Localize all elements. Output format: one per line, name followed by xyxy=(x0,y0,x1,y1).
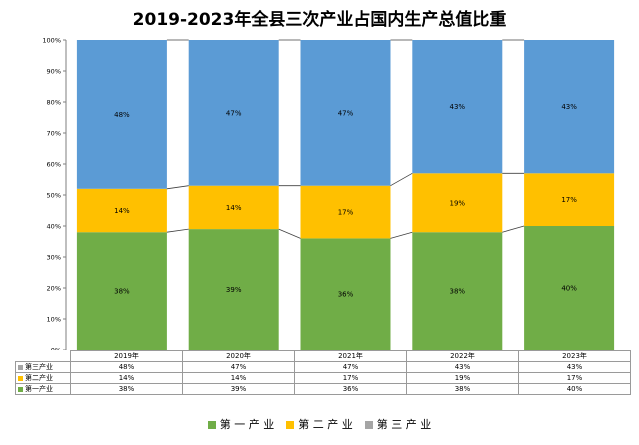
table-cell: 47% xyxy=(294,361,407,373)
table-cell: 17% xyxy=(294,372,407,384)
table-row: 第三产业 48% 47% 47% 43% 43% xyxy=(15,361,631,373)
data-table: 2019年 2020年 2021年 2022年 2023年 第三产业 48% 47% 47% 43… xyxy=(15,350,631,395)
table-cell: 40% xyxy=(518,383,631,395)
table-row: 第一产业 38% 39% 36% 38% 40% xyxy=(15,383,631,395)
bar-segment-1 xyxy=(412,232,503,350)
bar-segment-2 xyxy=(76,188,167,233)
data-label: 47% xyxy=(226,109,242,117)
table-cell: 17% xyxy=(518,372,631,384)
bar-segment-2 xyxy=(524,173,615,226)
legend-label: 第 二 产 业 xyxy=(298,418,353,431)
data-label: 36% xyxy=(338,291,354,299)
table-row-name: 第一产业 xyxy=(25,385,53,393)
data-label: 38% xyxy=(450,288,466,296)
chart-title: 2019-2023年全县三次产业占国内生产总值比重 xyxy=(132,10,507,30)
legend-key xyxy=(364,421,373,429)
data-label: 14% xyxy=(114,207,130,215)
table-category: 2021年 xyxy=(294,350,407,362)
table-header-row: 2019年 2020年 2021年 2022年 2023年 xyxy=(15,350,631,362)
data-label: 47% xyxy=(338,109,354,117)
table-category: 2023年 xyxy=(518,350,631,362)
y-tick-label: 80% xyxy=(47,99,61,107)
table-legend-key xyxy=(18,364,23,370)
table-cell: 43% xyxy=(406,361,519,373)
table-legend-key xyxy=(18,375,23,381)
y-tick-label: 90% xyxy=(47,68,61,76)
table-category: 2020年 xyxy=(182,350,295,362)
legend-key xyxy=(207,421,216,429)
bar-segment-3 xyxy=(524,40,615,174)
data-label: 17% xyxy=(561,196,577,204)
y-tick-label: 20% xyxy=(47,285,61,293)
data-label: 43% xyxy=(561,103,577,111)
table-cell: 14% xyxy=(70,372,183,384)
y-tick-label: 30% xyxy=(47,254,61,262)
data-label: 39% xyxy=(226,286,242,294)
data-label: 48% xyxy=(114,111,130,119)
bar-segment-3 xyxy=(300,40,391,186)
legend-label: 第 一 产 业 xyxy=(219,418,275,431)
bars xyxy=(76,40,615,350)
data-label: 40% xyxy=(561,285,577,293)
table-legend-key xyxy=(18,386,23,392)
table-row-label: 第二产业 xyxy=(15,372,71,384)
data-label: 19% xyxy=(450,199,466,207)
axes: 0% 10% 20% 30% 40% 50% 60% 70% 80% 90% 100% xyxy=(42,37,67,351)
data-label: 17% xyxy=(338,209,354,217)
data-label: 14% xyxy=(226,204,242,212)
y-tick-label: 60% xyxy=(47,161,61,169)
bar-segment-3 xyxy=(76,40,167,189)
table-row-label: 第一产业 xyxy=(15,383,71,395)
stacked-bar-chart: 0% 10% 20% 30% 40% 50% 60% 70% 80% 90% 100% 38% 14%… xyxy=(42,37,615,351)
bar-segment-1 xyxy=(300,238,391,350)
table-corner xyxy=(15,350,71,362)
table-row-label: 第三产业 xyxy=(15,361,71,373)
table-cell: 43% xyxy=(518,361,631,373)
y-tick-label: 0% xyxy=(51,347,61,351)
table-cell: 47% xyxy=(182,361,295,373)
y-tick-label: 40% xyxy=(47,223,61,231)
y-tick-label: 50% xyxy=(47,192,61,200)
table-row-name: 第二产业 xyxy=(25,374,53,382)
table-cell: 38% xyxy=(70,383,183,395)
series-lines xyxy=(166,39,525,239)
bar-segment-1 xyxy=(188,229,279,350)
legend: 第 一 产 业第 二 产 业第 三 产 业 xyxy=(0,416,639,432)
legend-label: 第 三 产 业 xyxy=(376,418,432,431)
table-category: 2022年 xyxy=(406,350,519,362)
legend-key xyxy=(286,421,295,429)
bar-segment-2 xyxy=(300,185,391,239)
series-line xyxy=(166,185,189,190)
legend-item: 第 一 产 业 xyxy=(207,416,275,432)
series-line xyxy=(390,231,413,239)
table-category: 2019年 xyxy=(70,350,183,362)
bar-segment-3 xyxy=(188,40,279,186)
data-label: 38% xyxy=(114,288,130,296)
table-row: 第二产业 14% 14% 17% 19% 17% xyxy=(15,372,631,384)
bar-segment-3 xyxy=(412,40,503,174)
bar-segment-2 xyxy=(412,173,503,233)
table-row-name: 第三产业 xyxy=(25,363,53,371)
bar-segment-1 xyxy=(524,226,615,350)
legend-item: 第 二 产 业 xyxy=(286,416,353,432)
bar-segment-1 xyxy=(76,232,167,350)
table-cell: 36% xyxy=(294,383,407,395)
y-tick-label: 70% xyxy=(47,130,61,138)
table-cell: 48% xyxy=(70,361,183,373)
legend-item: 第 三 产 业 xyxy=(364,416,432,432)
y-tick-label: 100% xyxy=(42,37,61,45)
table-cell: 19% xyxy=(406,372,519,384)
series-line xyxy=(390,172,413,187)
bar-segment-2 xyxy=(188,185,279,230)
table-cell: 39% xyxy=(182,383,295,395)
table-cell: 14% xyxy=(182,372,295,384)
data-label: 43% xyxy=(450,103,466,111)
series-line xyxy=(278,228,301,239)
series-line xyxy=(166,228,189,233)
data-labels: 38% 14% 48% 39% 14% 47% 36% 17% 47% 38% 19% 43% 40% 1… xyxy=(114,103,577,299)
series-line xyxy=(502,225,525,233)
y-tick-label: 10% xyxy=(47,316,61,324)
table-cell: 38% xyxy=(406,383,519,395)
